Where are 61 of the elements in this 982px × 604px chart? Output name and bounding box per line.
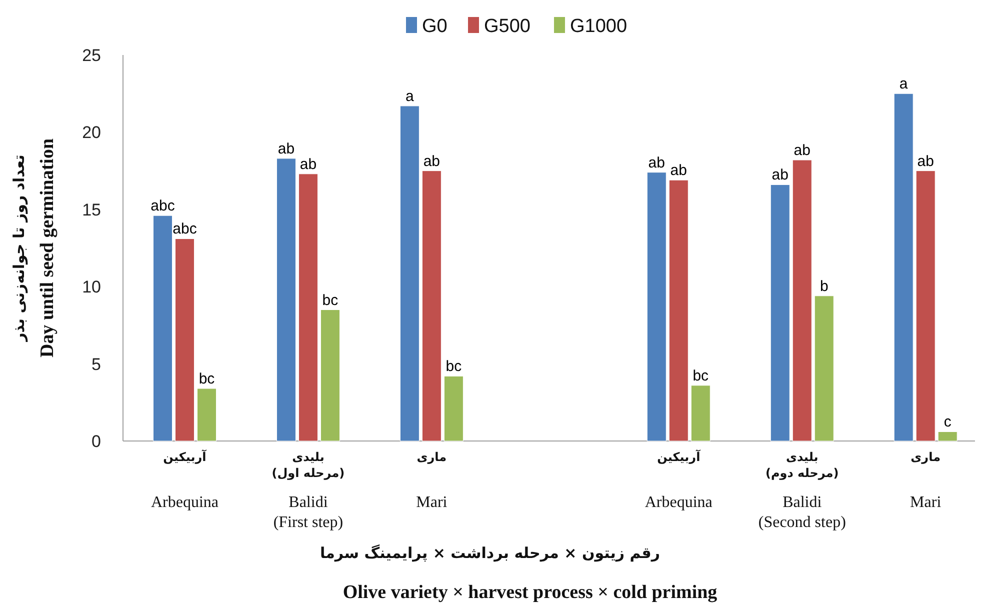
data-label: ab <box>300 156 317 173</box>
data-label: bc <box>198 370 216 388</box>
text: رقم زیتون × مرحله برداشت × پرایمینگ سرما <box>320 544 660 562</box>
data-label: bc <box>322 292 339 309</box>
y-tick-label: 20 <box>82 123 101 142</box>
text: بلیدی (مرحله دوم) <box>765 450 839 480</box>
data-label: ab <box>670 162 687 180</box>
bar <box>298 174 318 442</box>
bar <box>690 385 710 442</box>
bar <box>174 238 194 442</box>
legend-label: G1000 <box>570 16 628 37</box>
bar <box>400 106 420 442</box>
bar <box>646 172 666 442</box>
x-axis-title: Olive variety × harvest process × cold priming <box>342 582 718 603</box>
data-label: ab <box>917 152 934 170</box>
data-label: ab <box>794 142 810 159</box>
bar <box>770 184 790 442</box>
x-tick-label: Mari <box>910 494 942 511</box>
text: ماری <box>416 450 447 464</box>
data-label: ab <box>423 152 440 170</box>
legend-label: G500 <box>484 16 530 37</box>
bar <box>422 170 442 442</box>
data-label: bc <box>692 367 710 384</box>
x-tick-label: Arbequina <box>150 494 219 511</box>
y-axis-title: Day until seed germination <box>37 138 58 358</box>
bar <box>814 296 834 442</box>
bar <box>938 431 958 442</box>
data-label: a <box>899 76 908 93</box>
x-tick-label: Balidi (First step) <box>273 494 344 531</box>
data-label: c <box>944 414 952 431</box>
bar <box>916 170 936 442</box>
y-tick-label: 5 <box>92 354 101 374</box>
data-label: ab <box>278 140 295 158</box>
data-label: abc <box>150 198 176 215</box>
x-tick-label: Balidi (Second step) <box>758 494 846 531</box>
bar <box>276 158 296 442</box>
bar <box>894 93 914 442</box>
y-tick-label: 25 <box>82 46 101 65</box>
bar <box>792 160 812 442</box>
bar <box>152 215 172 442</box>
legend-label: G0 <box>422 16 448 37</box>
text: آربیکین <box>163 449 208 464</box>
text: آربیکین <box>657 449 702 464</box>
text: ماری <box>910 450 941 464</box>
data-label: b <box>820 278 828 295</box>
bar <box>196 388 216 442</box>
bar <box>320 310 340 442</box>
y-tick-label: 0 <box>92 432 101 451</box>
data-label: a <box>406 88 415 105</box>
x-tick-label: Arbequina <box>644 494 712 511</box>
bar <box>668 180 688 442</box>
data-label: bc <box>446 358 462 376</box>
y-tick-label: 10 <box>82 278 101 297</box>
data-label: ab <box>772 166 788 184</box>
data-label: abc <box>172 220 198 238</box>
text: تعداد روز تا جوانه‌زنی بذر <box>10 154 28 342</box>
data-label: ab <box>648 154 665 172</box>
x-tick-label: Mari <box>416 494 448 511</box>
text: بلیدی (مرحله اول) <box>272 450 345 480</box>
bar <box>444 376 464 442</box>
y-tick-label: 15 <box>82 200 101 220</box>
